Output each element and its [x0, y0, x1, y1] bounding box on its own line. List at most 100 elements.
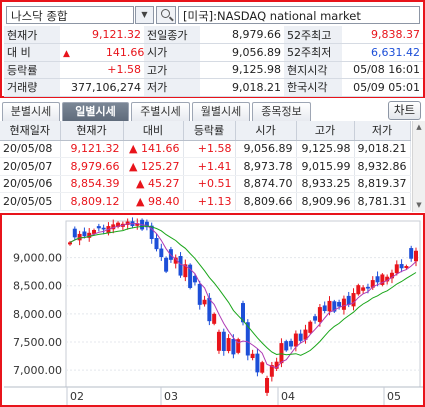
candle-body: [327, 300, 332, 312]
grid-cell: 8,819.37: [354, 175, 411, 193]
grid-cell: 20/05/08: [0, 140, 61, 158]
tab-3[interactable]: 월별시세: [192, 102, 250, 121]
candle-body: [289, 340, 294, 347]
search-icon: [161, 9, 170, 18]
grid-header[interactable]: 현재일자: [0, 121, 61, 141]
quote-panel: 나스닥 종합 ▼ [미국]:NASDAQ national market 현재가…: [0, 0, 425, 98]
grid-cell: +1.58: [183, 140, 236, 158]
candle-body: [414, 250, 418, 262]
candle-body: [241, 303, 245, 323]
grid-cell: ▲ 125.27: [123, 157, 184, 176]
quote-row: 등락률 +1.58 고가 9,125.98 현지시각 05/08 16:01: [4, 61, 423, 79]
candle-body: [380, 274, 385, 285]
tab-bar: 분별시세 일별시세 주별시세 월별시세 종목정보 차트: [0, 100, 425, 121]
y-tick-label: 7,000.00: [13, 364, 62, 377]
candle-body: [82, 231, 87, 237]
grid-cell: 9,125.98: [296, 140, 355, 158]
candle-body: [68, 242, 72, 245]
candle-body: [284, 341, 289, 351]
grid-cell: +1.13: [183, 192, 236, 211]
grid-cell: 8,933.25: [296, 175, 355, 193]
quote-value: 8,979.66: [200, 26, 284, 44]
quote-value: 9,056.89: [200, 43, 284, 62]
quote-table: 현재가 9,121.32 전일종가 8,979.66 52주최고 9,838.37 대 비 ▲…: [4, 26, 423, 97]
candle-body: [260, 362, 265, 373]
candle-body: [188, 264, 193, 288]
quote-value: ▲ 141.66: [60, 43, 144, 62]
quote-value: 9,125.98: [200, 61, 284, 79]
quote-value: 9,838.37: [342, 26, 423, 44]
candle-body: [92, 230, 97, 234]
candle-body: [221, 331, 226, 351]
candle-body: [409, 248, 414, 259]
grid-cell: ▲ 98.40: [123, 192, 184, 211]
x-tick-label: 03: [164, 390, 178, 403]
chart-button[interactable]: 차트: [388, 101, 421, 120]
table-row[interactable]: 20/05/07 8,979.66 ▲ 125.27 +1.41 8,973.78 9,0…: [0, 157, 411, 176]
quote-label: 거래량: [4, 78, 60, 97]
grid-cell: 20/05/07: [0, 157, 61, 176]
candle-body: [351, 293, 356, 307]
y-tick-label: 8,500.00: [13, 280, 62, 293]
candle-body: [298, 333, 303, 341]
candle-body: [135, 223, 140, 226]
candle-body: [317, 307, 322, 322]
market-name-field: [미국]:NASDAQ national market: [178, 6, 420, 24]
search-row: 나스닥 종합 ▼ [미국]:NASDAQ national market: [4, 4, 423, 25]
tab-1[interactable]: 일별시세: [62, 102, 129, 121]
quote-label: 시가: [144, 43, 200, 62]
grid-cell: 8,874.70: [235, 175, 297, 193]
grid-header[interactable]: 시가: [235, 121, 297, 141]
y-tick-label: 7,500.00: [13, 336, 62, 349]
chevron-down-icon: ▼: [141, 10, 148, 19]
code-input[interactable]: 나스닥 종합: [6, 6, 134, 24]
chart-canvas: 9,000.00 8,500.00 8,000.00 7,500.00 7,000.00…: [4, 217, 423, 405]
grid-header[interactable]: 고가: [296, 121, 355, 141]
table-row[interactable]: 20/05/05 8,809.12 ▲ 98.40 +1.13 8,809.66 8,90…: [0, 192, 411, 211]
grid-cell: 20/05/05: [0, 192, 61, 211]
candle-body: [341, 298, 346, 310]
candle-body: [87, 232, 92, 238]
grid-cell: 20/05/06: [0, 175, 61, 193]
candle-body: [394, 264, 399, 274]
candle-body: [197, 283, 202, 305]
x-tick-label: 05: [387, 390, 401, 403]
grid-header[interactable]: 저가: [354, 121, 411, 141]
grid-header[interactable]: 등락률: [183, 121, 236, 141]
candle-body: [389, 272, 394, 279]
quote-row: 거래량 377,106,274 저가 9,018.21 한국시각 05/09 05:01: [4, 78, 423, 97]
scroll-down-icon[interactable]: ▼: [416, 201, 422, 209]
grid-scrollbar[interactable]: ▲ ▼: [412, 121, 425, 212]
grid-cell: 8,781.31: [354, 192, 411, 211]
scroll-up-icon[interactable]: ▲: [416, 123, 422, 131]
grid-header[interactable]: 대비: [123, 121, 184, 141]
quote-label: 현지시각: [284, 61, 342, 79]
candle-body: [216, 331, 221, 351]
candle-body: [308, 321, 313, 333]
candlestick-chart: 9,000.00 8,500.00 8,000.00 7,500.00 7,000.00…: [0, 213, 425, 407]
candle-body: [404, 266, 409, 269]
grid-cell: 9,015.99: [296, 157, 355, 176]
grid-cell: 8,973.78: [235, 157, 297, 176]
quote-label: 저가: [144, 78, 200, 97]
grid-cell: 9,018.21: [354, 140, 411, 158]
table-row[interactable]: 20/05/06 8,854.39 ▲ 45.27 +0.51 8,874.70 8,93…: [0, 175, 411, 193]
y-tick-label: 9,000.00: [13, 252, 62, 265]
dropdown-button[interactable]: ▼: [135, 6, 154, 24]
search-button[interactable]: [156, 6, 176, 24]
quote-value: 9,121.32: [60, 26, 144, 44]
grid-cell: +0.51: [183, 175, 236, 193]
tab-4[interactable]: 종목정보: [252, 102, 311, 121]
tab-0[interactable]: 분별시세: [2, 102, 60, 121]
table-row[interactable]: 20/05/08 9,121.32 ▲ 141.66 +1.58 9,056.89 9,1…: [0, 140, 411, 158]
candle-body: [265, 377, 270, 393]
quote-label: 전일종가: [144, 26, 200, 44]
grid-cell: 9,121.32: [60, 140, 124, 158]
candle-body: [370, 280, 375, 288]
ma-line-short: [69, 222, 417, 369]
grid-header[interactable]: 현재가: [60, 121, 124, 141]
candle-body: [385, 276, 390, 282]
candle-body: [183, 264, 188, 278]
x-tick-label: 02: [70, 390, 84, 403]
tab-2[interactable]: 주별시세: [131, 102, 190, 121]
